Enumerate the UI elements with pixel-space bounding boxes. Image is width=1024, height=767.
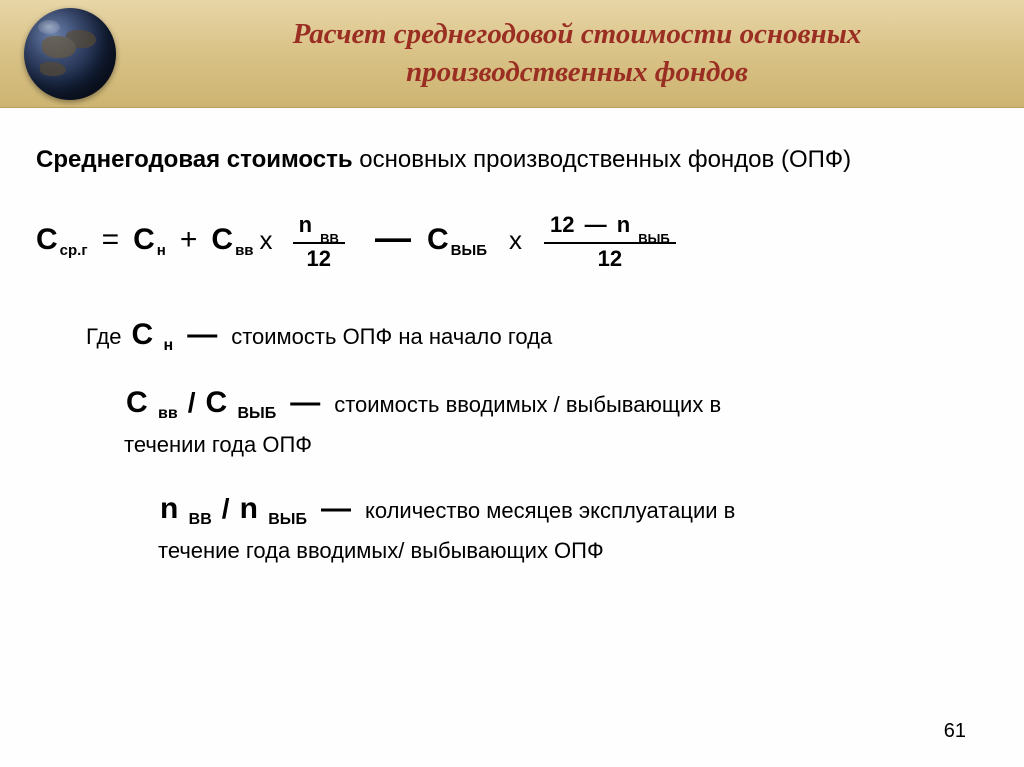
t1-sub: н xyxy=(157,242,166,259)
t2-sub: вв xyxy=(235,242,253,259)
d1-text: стоимость ОПФ на начало года xyxy=(231,324,552,350)
main-formula: С ср.г = С н + С вв х n ВВ 12 — С ВЫБ х xyxy=(30,210,994,270)
intro-rest: основных производственных фондов (ОПФ) xyxy=(353,146,851,173)
definitions: Где С н — стоимость ОПФ на начало года С… xyxy=(30,318,994,564)
minus: — xyxy=(375,217,411,259)
fraction-2: 12 — n ВЫБ 12 xyxy=(544,212,676,272)
def-cvv-cvyb: С вв / С ВЫБ — стоимость вводимых / выбы… xyxy=(86,386,994,420)
def-cn: Где С н — стоимость ОПФ на начало года xyxy=(86,318,994,352)
def-nvv-nvyb: n ВВ / n ВЫБ — количество месяцев эксплу… xyxy=(86,492,994,526)
where-label: Где xyxy=(86,324,122,350)
mult-1: х xyxy=(260,225,273,256)
frac2-den: 12 xyxy=(544,242,676,272)
d2-var2: С xyxy=(205,386,227,419)
slide-title: Расчет среднегодовой стоимости основных … xyxy=(150,16,1004,91)
title-line-1: Расчет среднегодовой стоимости основных xyxy=(293,18,862,50)
frac2-num-b-sub: ВЫБ xyxy=(638,231,669,246)
d2-text: стоимость вводимых / выбывающих в xyxy=(334,392,721,418)
d2-sym2: С ВЫБ xyxy=(205,386,276,420)
term-cvv: С вв xyxy=(211,223,253,257)
d3-text: количество месяцев эксплуатации в xyxy=(365,498,735,524)
frac1-num-sub: ВВ xyxy=(320,231,339,246)
mult-2: х xyxy=(509,225,522,256)
d2-var1: С xyxy=(126,386,148,419)
d3-var2: n xyxy=(240,492,258,525)
d1-sym: С н xyxy=(132,318,174,352)
d2-sub2: ВЫБ xyxy=(237,405,276,422)
equals: = xyxy=(102,223,120,257)
t1-var: С xyxy=(133,223,155,257)
frac1-num-var: n xyxy=(299,212,312,237)
page-number: 61 xyxy=(944,720,966,743)
d3-sub1: ВВ xyxy=(189,511,212,528)
d3-slash: / xyxy=(222,493,230,525)
intro-bold: Среднегодовая стоимость xyxy=(36,146,353,173)
t3-sub: ВЫБ xyxy=(451,242,487,259)
d1-dash: — xyxy=(187,318,217,352)
d2-cont: течении года ОПФ xyxy=(86,432,994,458)
formula-lhs: С ср.г xyxy=(36,223,88,257)
plus: + xyxy=(180,223,198,257)
d1-sub: н xyxy=(164,337,174,354)
d3-dash: — xyxy=(321,492,351,526)
frac2-num-a: 12 xyxy=(550,212,574,237)
globe-icon xyxy=(24,8,116,100)
t3-var: С xyxy=(427,223,449,257)
d3-sym2: n ВЫБ xyxy=(240,492,307,526)
d3-var1: n xyxy=(160,492,178,525)
lhs-sub: ср.г xyxy=(60,242,88,259)
lhs-var: С xyxy=(36,223,58,257)
d2-sym1: С вв xyxy=(126,386,178,420)
frac2-num-dash: — xyxy=(585,212,607,237)
d3-sym1: n ВВ xyxy=(160,492,212,526)
slide-header: Расчет среднегодовой стоимости основных … xyxy=(0,0,1024,108)
frac2-num-b-var: n xyxy=(617,212,630,237)
intro-text: Среднегодовая стоимость основных произво… xyxy=(30,146,994,174)
d2-dash: — xyxy=(290,386,320,420)
title-line-2: производственных фондов xyxy=(406,56,748,88)
frac2-num: 12 — n ВЫБ xyxy=(544,212,676,242)
d2-slash: / xyxy=(188,387,196,419)
d1-var: С xyxy=(132,318,154,351)
t2-var: С xyxy=(211,223,233,257)
fraction-1: n ВВ 12 xyxy=(293,212,345,272)
term-cn: С н xyxy=(133,223,166,257)
frac1-num: n ВВ xyxy=(293,212,345,242)
d2-sub1: вв xyxy=(158,405,178,422)
frac1-den: 12 xyxy=(293,242,345,272)
d3-cont: течение года вводимых/ выбывающих ОПФ xyxy=(86,538,994,564)
d3-sub2: ВЫБ xyxy=(268,511,307,528)
slide-content: Среднегодовая стоимость основных произво… xyxy=(0,108,1024,564)
term-cvyb: С ВЫБ xyxy=(427,223,487,257)
